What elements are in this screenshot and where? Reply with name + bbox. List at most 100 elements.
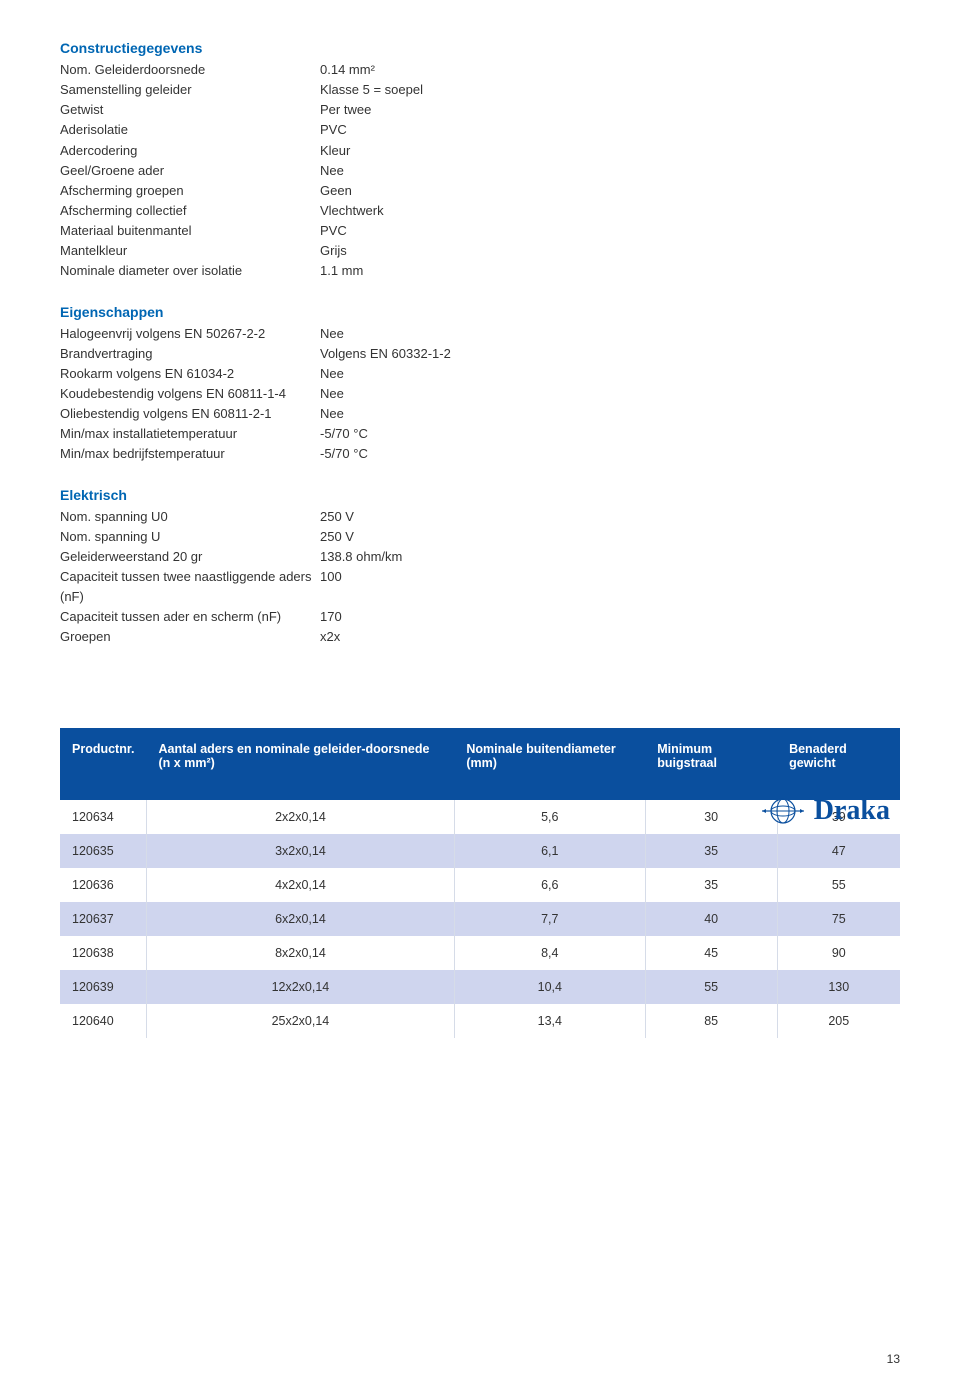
spec-row: AderisolatiePVC bbox=[60, 120, 900, 140]
table-cell: 205 bbox=[777, 1004, 900, 1038]
table-cell: 35 bbox=[645, 834, 777, 868]
table-cell: 55 bbox=[777, 868, 900, 902]
elektrisch-title: Elektrisch bbox=[60, 487, 900, 503]
spec-value: 1.1 mm bbox=[320, 261, 900, 281]
constructie-section: Constructiegegevens Nom. Geleiderdoorsne… bbox=[60, 40, 900, 282]
spec-row: Min/max bedrijfstemperatuur-5/70 °C bbox=[60, 444, 900, 464]
table-cell: 8x2x0,14 bbox=[147, 936, 455, 970]
elektrisch-section: Elektrisch Nom. spanning U0250 VNom. spa… bbox=[60, 487, 900, 648]
spec-label: Nom. Geleiderdoorsnede bbox=[60, 60, 320, 80]
draka-logo: Draka bbox=[762, 795, 890, 827]
spec-row: Nominale diameter over isolatie1.1 mm bbox=[60, 261, 900, 281]
table-row: 12064025x2x0,1413,485205 bbox=[60, 1004, 900, 1038]
spec-row: GetwistPer twee bbox=[60, 100, 900, 120]
spec-row: Halogeenvrij volgens EN 50267-2-2Nee bbox=[60, 324, 900, 344]
table-cell: 120636 bbox=[60, 868, 147, 902]
table-cell: 6,1 bbox=[454, 834, 645, 868]
spec-row: Rookarm volgens EN 61034-2Nee bbox=[60, 364, 900, 384]
spec-row: Koudebestendig volgens EN 60811-1-4Nee bbox=[60, 384, 900, 404]
table-cell: 120638 bbox=[60, 936, 147, 970]
spec-value: PVC bbox=[320, 221, 900, 241]
spec-row: MantelkleurGrijs bbox=[60, 241, 900, 261]
table-cell: 85 bbox=[645, 1004, 777, 1038]
spec-row: Samenstelling geleiderKlasse 5 = soepel bbox=[60, 80, 900, 100]
table-cell: 2x2x0,14 bbox=[147, 800, 455, 834]
spec-label: Getwist bbox=[60, 100, 320, 120]
spec-label: Capaciteit tussen twee naastliggende ade… bbox=[60, 567, 320, 607]
table-cell: 120639 bbox=[60, 970, 147, 1004]
table-cell: 35 bbox=[645, 868, 777, 902]
spec-value: Nee bbox=[320, 364, 900, 384]
table-cell: 10,4 bbox=[454, 970, 645, 1004]
spec-value: Vlechtwerk bbox=[320, 201, 900, 221]
table-cell: 5,6 bbox=[454, 800, 645, 834]
spec-value: 0.14 mm² bbox=[320, 60, 900, 80]
spec-row: Groepenx2x bbox=[60, 627, 900, 647]
table-cell: 25x2x0,14 bbox=[147, 1004, 455, 1038]
spec-row: Afscherming groepenGeen bbox=[60, 181, 900, 201]
logo-text: Draka bbox=[814, 795, 890, 827]
spec-label: Halogeenvrij volgens EN 50267-2-2 bbox=[60, 324, 320, 344]
spec-label: Mantelkleur bbox=[60, 241, 320, 261]
spec-row: Nom. Geleiderdoorsnede0.14 mm² bbox=[60, 60, 900, 80]
spec-value: Grijs bbox=[320, 241, 900, 261]
table-cell: 120637 bbox=[60, 902, 147, 936]
table-cell: 6,6 bbox=[454, 868, 645, 902]
spec-label: Nom. spanning U0 bbox=[60, 507, 320, 527]
product-table: Productnr.Aantal aders en nominale gelei… bbox=[60, 728, 900, 1038]
table-cell: 47 bbox=[777, 834, 900, 868]
table-row: 1206353x2x0,146,13547 bbox=[60, 834, 900, 868]
spec-value: Kleur bbox=[320, 141, 900, 161]
constructie-title: Constructiegegevens bbox=[60, 40, 900, 56]
spec-value: 100 bbox=[320, 567, 900, 607]
spec-row: BrandvertragingVolgens EN 60332-1-2 bbox=[60, 344, 900, 364]
table-cell: 6x2x0,14 bbox=[147, 902, 455, 936]
table-header-cell: Minimum buigstraal bbox=[645, 728, 777, 800]
spec-label: Materiaal buitenmantel bbox=[60, 221, 320, 241]
spec-label: Nom. spanning U bbox=[60, 527, 320, 547]
spec-label: Geleiderweerstand 20 gr bbox=[60, 547, 320, 567]
page-number: 13 bbox=[887, 1352, 900, 1366]
spec-value: Per twee bbox=[320, 100, 900, 120]
spec-label: Groepen bbox=[60, 627, 320, 647]
spec-label: Brandvertraging bbox=[60, 344, 320, 364]
spec-value: 250 V bbox=[320, 527, 900, 547]
spec-label: Geel/Groene ader bbox=[60, 161, 320, 181]
eigenschappen-section: Eigenschappen Halogeenvrij volgens EN 50… bbox=[60, 304, 900, 465]
table-cell: 12x2x0,14 bbox=[147, 970, 455, 1004]
spec-row: Geleiderweerstand 20 gr138.8 ohm/km bbox=[60, 547, 900, 567]
spec-row: Capaciteit tussen twee naastliggende ade… bbox=[60, 567, 900, 607]
table-cell: 40 bbox=[645, 902, 777, 936]
spec-row: Min/max installatietemperatuur-5/70 °C bbox=[60, 424, 900, 444]
table-body: 1206342x2x0,145,630391206353x2x0,146,135… bbox=[60, 800, 900, 1038]
table-cell: 120635 bbox=[60, 834, 147, 868]
spec-row: Materiaal buitenmantelPVC bbox=[60, 221, 900, 241]
spec-value: 138.8 ohm/km bbox=[320, 547, 900, 567]
spec-row: Geel/Groene aderNee bbox=[60, 161, 900, 181]
spec-value: -5/70 °C bbox=[320, 424, 900, 444]
table-cell: 55 bbox=[645, 970, 777, 1004]
table-cell: 75 bbox=[777, 902, 900, 936]
spec-value: PVC bbox=[320, 120, 900, 140]
spec-value: Volgens EN 60332-1-2 bbox=[320, 344, 900, 364]
spec-value: 250 V bbox=[320, 507, 900, 527]
spec-label: Afscherming collectief bbox=[60, 201, 320, 221]
globe-icon bbox=[762, 796, 804, 826]
eigenschappen-title: Eigenschappen bbox=[60, 304, 900, 320]
table-header: Productnr.Aantal aders en nominale gelei… bbox=[60, 728, 900, 800]
spec-value: Geen bbox=[320, 181, 900, 201]
table-row: 1206376x2x0,147,74075 bbox=[60, 902, 900, 936]
spec-label: Samenstelling geleider bbox=[60, 80, 320, 100]
table-header-cell: Benaderd gewicht bbox=[777, 728, 900, 800]
spec-label: Adercodering bbox=[60, 141, 320, 161]
spec-row: AdercoderingKleur bbox=[60, 141, 900, 161]
table-row: 1206388x2x0,148,44590 bbox=[60, 936, 900, 970]
table-cell: 90 bbox=[777, 936, 900, 970]
spec-label: Aderisolatie bbox=[60, 120, 320, 140]
table-row: 12063912x2x0,1410,455130 bbox=[60, 970, 900, 1004]
table-cell: 3x2x0,14 bbox=[147, 834, 455, 868]
spec-value: Klasse 5 = soepel bbox=[320, 80, 900, 100]
spec-value: 170 bbox=[320, 607, 900, 627]
spec-value: x2x bbox=[320, 627, 900, 647]
spec-label: Koudebestendig volgens EN 60811-1-4 bbox=[60, 384, 320, 404]
